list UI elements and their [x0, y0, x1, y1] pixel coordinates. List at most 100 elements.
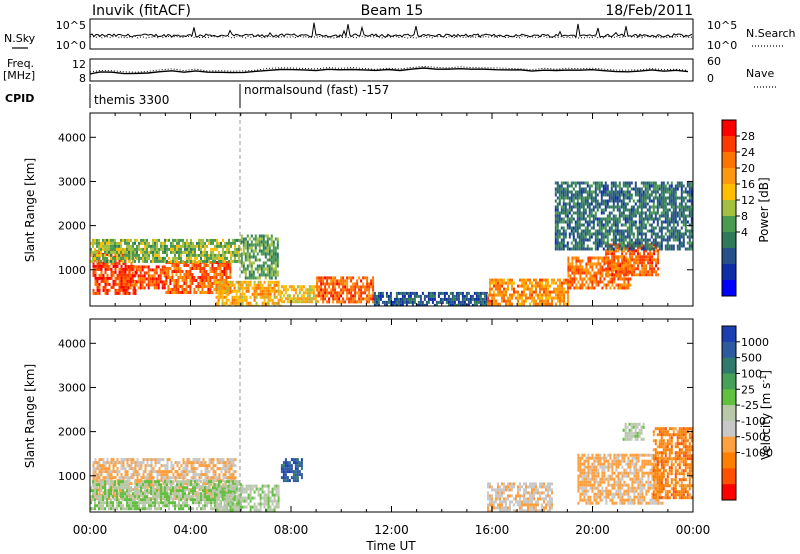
power-cell-8: [397, 291, 400, 295]
power-cell-7: [342, 291, 345, 295]
power-cell-12: [682, 205, 685, 209]
power-cell-12: [650, 217, 653, 221]
power-cell-3: [154, 241, 156, 245]
power-cell-11: [617, 264, 620, 268]
power-cell-12: [634, 211, 637, 215]
power-cell-4: [269, 286, 272, 290]
power-cell-12: [598, 226, 601, 230]
freq-left-label-2: [MHz]: [3, 69, 35, 82]
power-cell-9: [489, 293, 491, 297]
power-cell-4: [221, 295, 224, 299]
power-cell-5: [266, 234, 269, 238]
power-cell-7: [344, 282, 347, 286]
power-cell-12: [660, 181, 663, 185]
power-cell-10: [605, 271, 608, 275]
power-cell-5: [272, 267, 275, 271]
power-cell-0: [128, 276, 131, 280]
power-cell-4: [253, 283, 256, 287]
power-cell-7: [320, 291, 323, 295]
velocity-cell-0: [216, 476, 219, 480]
power-cell-11: [621, 258, 624, 262]
power-cell-2: [183, 261, 186, 264]
power-cell-9: [559, 287, 561, 291]
velocity-cell-1: [104, 495, 106, 499]
power-cell-3: [212, 247, 214, 251]
power-cell-9: [495, 287, 497, 291]
power-cell-6: [300, 300, 303, 304]
power-cell-2: [227, 267, 230, 270]
power-cell-12: [648, 238, 651, 242]
power-cell-5: [272, 252, 275, 256]
power-cell-9: [547, 278, 549, 282]
power-cell-3: [200, 253, 202, 257]
power-cell-12: [672, 205, 675, 209]
power-cell-10: [567, 280, 570, 284]
power-cell-3: [152, 238, 154, 242]
power-cell-9: [523, 290, 525, 294]
power-cell-2: [229, 276, 232, 279]
power-cell-12: [572, 226, 575, 230]
power-cell-4: [259, 292, 262, 296]
power-cell-1: [155, 280, 158, 284]
power-cell-6: [298, 300, 301, 304]
power-cell-7: [354, 300, 357, 304]
power-cell-12: [586, 220, 589, 224]
power-cell-12: [630, 205, 633, 209]
power-cell-6: [314, 285, 317, 289]
power-cell-11: [653, 243, 656, 247]
power-cell-3: [98, 238, 100, 242]
velocity-cell-0: [174, 476, 177, 480]
power-cell-12: [632, 241, 635, 245]
velocity-cell-0: [114, 464, 117, 468]
power-cell-12: [634, 181, 637, 185]
power-cell-12: [646, 181, 649, 185]
power-cell-12: [624, 235, 627, 239]
power-cell-12: [628, 208, 631, 212]
power-cell-3: [90, 259, 92, 263]
power-cell-5: [250, 240, 253, 244]
power-cell-2: [169, 267, 172, 270]
velocity-cell-0: [116, 461, 119, 465]
power-cell-3: [116, 256, 118, 260]
power-cell-12: [616, 220, 619, 224]
power-cell-12: [690, 184, 693, 188]
power-cell-0: [118, 276, 121, 280]
power-cell-7: [324, 285, 327, 289]
power-cell-12: [638, 214, 641, 218]
power-cell-12: [654, 235, 657, 239]
power-cell-4: [217, 295, 220, 299]
power-cell-12: [580, 241, 583, 245]
power-cell-12: [688, 190, 691, 194]
power-cell-12: [690, 199, 693, 203]
power-cell-3: [146, 259, 148, 263]
power-cell-7: [324, 288, 327, 292]
power-cell-3: [190, 256, 192, 260]
power-cell-10: [591, 265, 594, 269]
power-cell-3: [156, 256, 158, 260]
power-cell-7: [346, 285, 349, 289]
power-cell-12: [688, 193, 691, 197]
power-cell-8: [457, 291, 460, 295]
power-cell-12: [626, 226, 629, 230]
power-cell-12: [606, 220, 609, 224]
velocity-cell-0: [186, 467, 189, 471]
freq-left-tick-bottom: 8: [79, 72, 86, 85]
velocity-cell-0: [136, 485, 139, 489]
power-cell-0: [94, 258, 97, 262]
power-cell-3: [114, 247, 116, 251]
power-cell-5: [250, 261, 253, 265]
power-cell-12: [618, 232, 621, 236]
power-cell-12: [558, 229, 561, 233]
power-cell-5: [264, 276, 267, 280]
velocity-cell-0: [222, 473, 225, 477]
power-cell-4: [277, 298, 280, 302]
power-cell-4: [277, 304, 280, 306]
power-cell-8: [451, 294, 454, 298]
power-cell-10: [601, 271, 604, 275]
power-cell-7: [358, 276, 361, 280]
power-cell-11: [605, 261, 608, 265]
power-cell-10: [619, 262, 622, 266]
power-cell-12: [684, 247, 687, 251]
noise-sky-line: [89, 22, 693, 38]
velocity-cell-0: [162, 470, 165, 474]
